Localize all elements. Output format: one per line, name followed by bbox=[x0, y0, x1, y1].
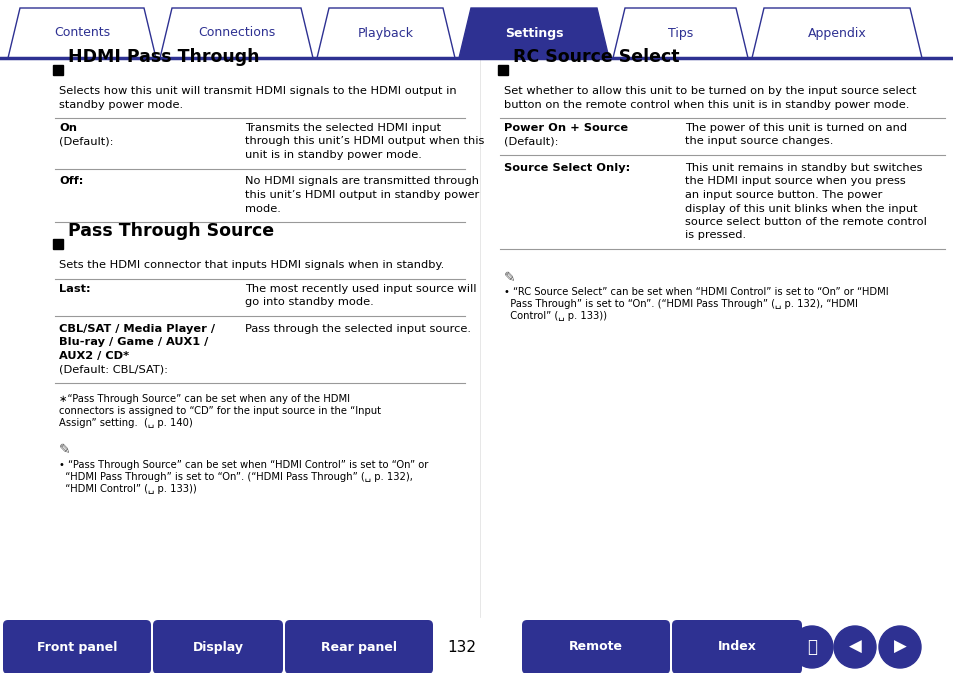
Text: ✎: ✎ bbox=[503, 271, 515, 285]
Text: Settings: Settings bbox=[504, 26, 562, 40]
Text: Pass Through Source: Pass Through Source bbox=[68, 222, 274, 240]
Text: Set whether to allow this unit to be turned on by the input source select: Set whether to allow this unit to be tur… bbox=[503, 86, 916, 96]
Circle shape bbox=[833, 626, 875, 668]
Text: source select button of the remote control: source select button of the remote contr… bbox=[684, 217, 926, 227]
Text: through this unit’s HDMI output when this: through this unit’s HDMI output when thi… bbox=[245, 137, 484, 147]
Text: Pass through the selected input source.: Pass through the selected input source. bbox=[245, 324, 471, 334]
Text: On: On bbox=[59, 123, 77, 133]
Polygon shape bbox=[613, 8, 747, 58]
Text: button on the remote control when this unit is in standby power mode.: button on the remote control when this u… bbox=[503, 100, 908, 110]
Text: • “Pass Through Source” can be set when “HDMI Control” is set to “On” or: • “Pass Through Source” can be set when … bbox=[59, 460, 428, 470]
Text: The most recently used input source will: The most recently used input source will bbox=[245, 283, 476, 293]
Text: an input source button. The power: an input source button. The power bbox=[684, 190, 882, 200]
Text: Selects how this unit will transmit HDMI signals to the HDMI output in: Selects how this unit will transmit HDMI… bbox=[59, 86, 456, 96]
Text: the input source changes.: the input source changes. bbox=[684, 137, 833, 147]
Circle shape bbox=[878, 626, 920, 668]
Text: Blu-ray / Game / AUX1 /: Blu-ray / Game / AUX1 / bbox=[59, 337, 208, 347]
Bar bbox=[497, 65, 507, 75]
Text: “HDMI Pass Through” is set to “On”. (“HDMI Pass Through” (␣ p. 132),: “HDMI Pass Through” is set to “On”. (“HD… bbox=[59, 472, 413, 481]
Text: HDMI Pass Through: HDMI Pass Through bbox=[68, 48, 259, 66]
Text: Display: Display bbox=[193, 641, 243, 653]
Polygon shape bbox=[316, 8, 455, 58]
Text: Transmits the selected HDMI input: Transmits the selected HDMI input bbox=[245, 123, 440, 133]
Text: Index: Index bbox=[717, 641, 756, 653]
Text: Power On + Source: Power On + Source bbox=[503, 123, 627, 133]
Text: the HDMI input source when you press: the HDMI input source when you press bbox=[684, 176, 904, 186]
Polygon shape bbox=[160, 8, 313, 58]
Text: Connections: Connections bbox=[197, 26, 274, 40]
Text: ∗“Pass Through Source” can be set when any of the HDMI: ∗“Pass Through Source” can be set when a… bbox=[59, 394, 350, 404]
FancyBboxPatch shape bbox=[521, 620, 669, 673]
Text: Playback: Playback bbox=[357, 26, 414, 40]
Text: Front panel: Front panel bbox=[37, 641, 117, 653]
Text: Control” (␣ p. 133)): Control” (␣ p. 133)) bbox=[503, 311, 606, 321]
Text: is pressed.: is pressed. bbox=[684, 230, 745, 240]
Text: (Default):: (Default): bbox=[59, 137, 113, 147]
Text: Rear panel: Rear panel bbox=[320, 641, 396, 653]
Text: (Default):: (Default): bbox=[503, 137, 558, 147]
Text: ◀: ◀ bbox=[848, 638, 861, 656]
Text: Off:: Off: bbox=[59, 176, 83, 186]
Text: this unit’s HDMI output in standby power: this unit’s HDMI output in standby power bbox=[245, 190, 478, 200]
Text: “HDMI Control” (␣ p. 133)): “HDMI Control” (␣ p. 133)) bbox=[59, 483, 196, 493]
Text: This unit remains in standby but switches: This unit remains in standby but switche… bbox=[684, 163, 922, 173]
Text: standby power mode.: standby power mode. bbox=[59, 100, 183, 110]
Circle shape bbox=[790, 626, 832, 668]
Text: Last:: Last: bbox=[59, 283, 91, 293]
Polygon shape bbox=[458, 8, 608, 58]
Text: Pass Through” is set to “On”. (“HDMI Pass Through” (␣ p. 132), “HDMI: Pass Through” is set to “On”. (“HDMI Pas… bbox=[503, 299, 857, 309]
Text: Contents: Contents bbox=[54, 26, 110, 40]
Text: go into standby mode.: go into standby mode. bbox=[245, 297, 374, 307]
Bar bbox=[53, 239, 63, 249]
Text: RC Source Select: RC Source Select bbox=[513, 48, 679, 66]
Text: Appendix: Appendix bbox=[807, 26, 865, 40]
FancyBboxPatch shape bbox=[671, 620, 801, 673]
Text: (Default: CBL/SAT):: (Default: CBL/SAT): bbox=[59, 364, 168, 374]
Text: Remote: Remote bbox=[568, 641, 622, 653]
Polygon shape bbox=[8, 8, 156, 58]
FancyBboxPatch shape bbox=[285, 620, 433, 673]
Text: ✎: ✎ bbox=[59, 444, 71, 458]
Polygon shape bbox=[751, 8, 921, 58]
FancyBboxPatch shape bbox=[3, 620, 151, 673]
Text: CBL/SAT / Media Player /: CBL/SAT / Media Player / bbox=[59, 324, 214, 334]
Text: mode.: mode. bbox=[245, 203, 280, 213]
Text: display of this unit blinks when the input: display of this unit blinks when the inp… bbox=[684, 203, 917, 213]
Text: Source Select Only:: Source Select Only: bbox=[503, 163, 630, 173]
FancyBboxPatch shape bbox=[152, 620, 283, 673]
Text: ▶: ▶ bbox=[893, 638, 905, 656]
Bar bbox=[53, 65, 63, 75]
Text: 🏠: 🏠 bbox=[806, 638, 816, 656]
Text: AUX2 / CD*: AUX2 / CD* bbox=[59, 351, 129, 361]
Text: • “RC Source Select” can be set when “HDMI Control” is set to “On” or “HDMI: • “RC Source Select” can be set when “HD… bbox=[503, 287, 887, 297]
Text: Tips: Tips bbox=[667, 26, 693, 40]
Text: connectors is assigned to “CD” for the input source in the “Input: connectors is assigned to “CD” for the i… bbox=[59, 406, 380, 415]
Text: unit is in standby power mode.: unit is in standby power mode. bbox=[245, 150, 421, 160]
Text: The power of this unit is turned on and: The power of this unit is turned on and bbox=[684, 123, 906, 133]
Text: Sets the HDMI connector that inputs HDMI signals when in standby.: Sets the HDMI connector that inputs HDMI… bbox=[59, 260, 444, 270]
Text: No HDMI signals are transmitted through: No HDMI signals are transmitted through bbox=[245, 176, 478, 186]
Text: 132: 132 bbox=[447, 639, 476, 655]
Text: Assign” setting.  (␣ p. 140): Assign” setting. (␣ p. 140) bbox=[59, 417, 193, 427]
